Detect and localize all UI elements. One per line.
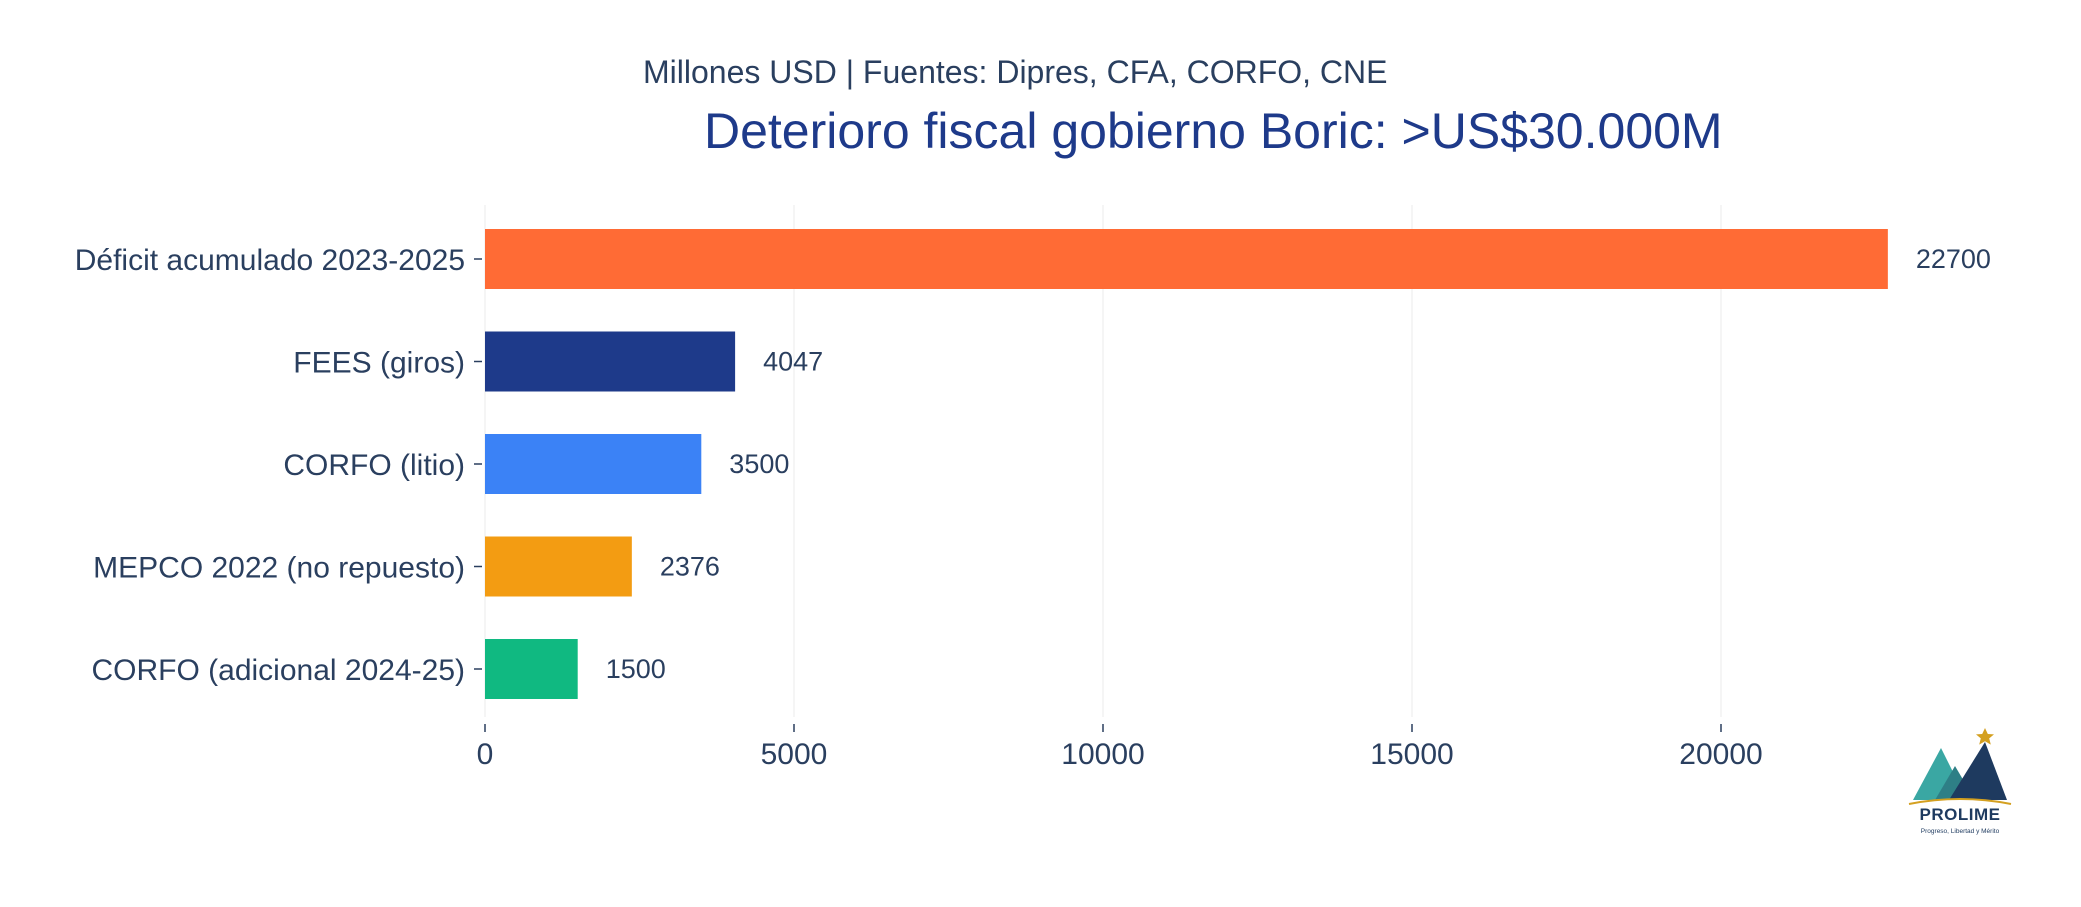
bars xyxy=(485,229,1888,699)
logo-name: PROLIME xyxy=(1920,805,2001,824)
logo-tagline: Progreso, Libertad y Mérito xyxy=(1921,828,2000,835)
logo-star-icon xyxy=(1976,728,1994,745)
x-tick-label: 15000 xyxy=(1370,738,1453,771)
category-label: CORFO (adicional 2024-25) xyxy=(92,654,466,687)
value-label: 22700 xyxy=(1916,244,1991,274)
x-tick-label: 20000 xyxy=(1679,738,1762,771)
prolime-logo: PROLIME Progreso, Libertad y Mérito xyxy=(1908,728,2012,835)
category-label: MEPCO 2022 (no repuesto) xyxy=(93,552,465,585)
value-label: 1500 xyxy=(606,654,666,684)
x-tick-label: 0 xyxy=(477,738,494,771)
category-label: FEES (giros) xyxy=(293,347,465,380)
bar xyxy=(485,434,702,494)
bar xyxy=(485,229,1888,289)
logo-swoosh xyxy=(1908,798,2012,805)
logo-mountain-right xyxy=(1949,742,2007,800)
value-label: 3500 xyxy=(729,449,789,479)
category-label: Déficit acumulado 2023-2025 xyxy=(75,244,465,277)
y-axis: Déficit acumulado 2023-2025 FEES (giros) C… xyxy=(75,244,482,687)
value-label: 4047 xyxy=(763,347,823,377)
bar xyxy=(485,639,578,699)
category-label: CORFO (litio) xyxy=(283,449,465,482)
value-label: 2376 xyxy=(660,552,720,582)
x-tick-label: 5000 xyxy=(761,738,828,771)
x-tick-label: 10000 xyxy=(1061,738,1144,771)
chart-title: Deterioro fiscal gobierno Boric: >US$30.… xyxy=(704,103,1723,159)
chart-subtitle: Millones USD | Fuentes: Dipres, CFA, COR… xyxy=(643,54,1388,90)
value-labels: 22700 4047 3500 2376 1500 xyxy=(606,244,1991,684)
x-axis: 0 5000 10000 15000 20000 xyxy=(477,724,1763,771)
bar xyxy=(485,331,736,392)
bar xyxy=(485,536,632,597)
